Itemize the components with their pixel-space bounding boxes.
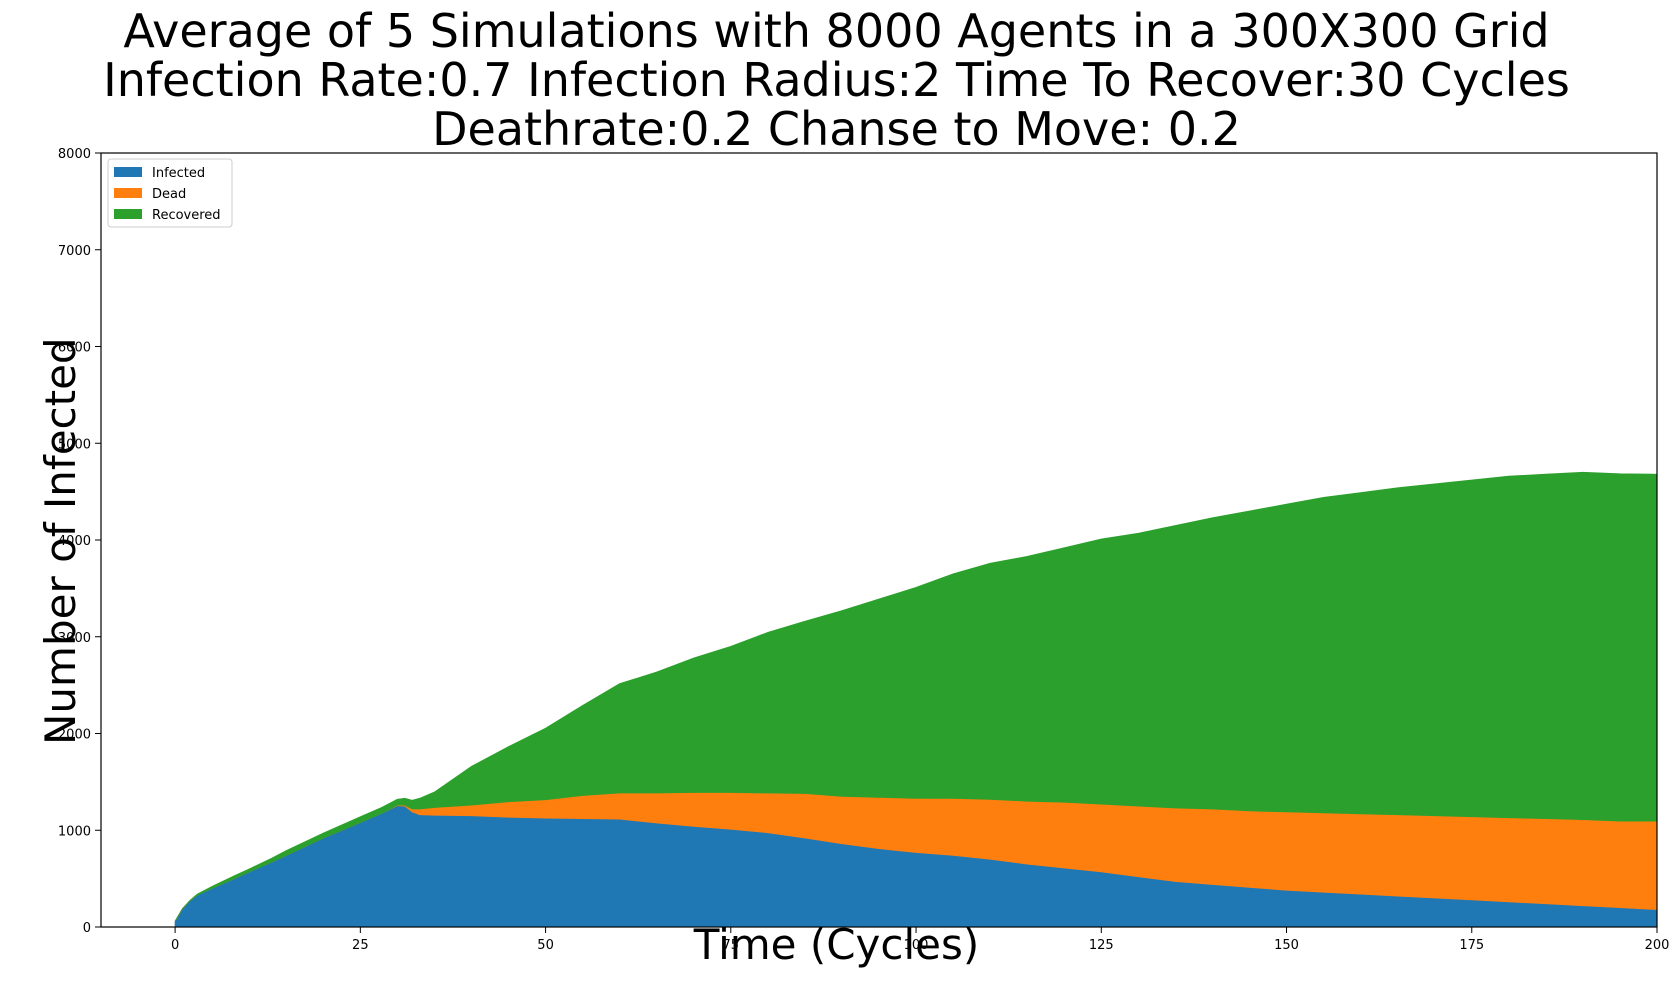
y-tick-label: 3000 [58, 631, 91, 646]
x-tick-label: 125 [1089, 938, 1114, 953]
y-tick-label: 5000 [58, 437, 91, 452]
x-tick-label: 150 [1274, 938, 1299, 953]
x-axis-ticks: 0 25 50 75 100 125 150 175 200 [171, 927, 1669, 953]
y-axis-label: Number of Infected [36, 337, 85, 745]
legend-label-recovered: Recovered [152, 208, 221, 223]
x-tick-label: 175 [1459, 938, 1484, 953]
y-axis-ticks: 0 1000 2000 3000 4000 5000 6000 7000 8000 [58, 147, 101, 936]
chart-title-line-3: Deathrate:0.2 Chanse to Move: 0.2 [432, 102, 1241, 156]
y-tick-label: 8000 [58, 147, 91, 162]
x-tick-label: 100 [904, 938, 929, 953]
y-tick-label: 4000 [58, 534, 91, 549]
legend-label-infected: Infected [152, 166, 205, 181]
legend-label-dead: Dead [152, 187, 186, 202]
x-axis-label: Time (Cycles) [693, 920, 980, 969]
legend-swatch-dead [114, 188, 142, 198]
legend: Infected Dead Recovered [107, 158, 233, 228]
legend-swatch-recovered [114, 209, 142, 219]
x-tick-label: 50 [537, 938, 554, 953]
x-tick-label: 200 [1645, 938, 1670, 953]
legend-swatch-infected [114, 167, 142, 177]
y-tick-label: 7000 [58, 244, 91, 259]
x-tick-label: 25 [352, 938, 369, 953]
chart-title-line-1: Average of 5 Simulations with 8000 Agent… [123, 4, 1550, 58]
y-tick-label: 6000 [58, 341, 91, 356]
y-tick-label: 1000 [58, 824, 91, 839]
x-tick-label: 0 [171, 938, 179, 953]
chart-title-line-2: Infection Rate:0.7 Infection Radius:2 Ti… [103, 53, 1570, 107]
area-series-group [174, 471, 1658, 928]
y-tick-label: 2000 [58, 728, 91, 743]
y-tick-label: 0 [83, 921, 91, 936]
x-tick-label: 75 [723, 938, 740, 953]
